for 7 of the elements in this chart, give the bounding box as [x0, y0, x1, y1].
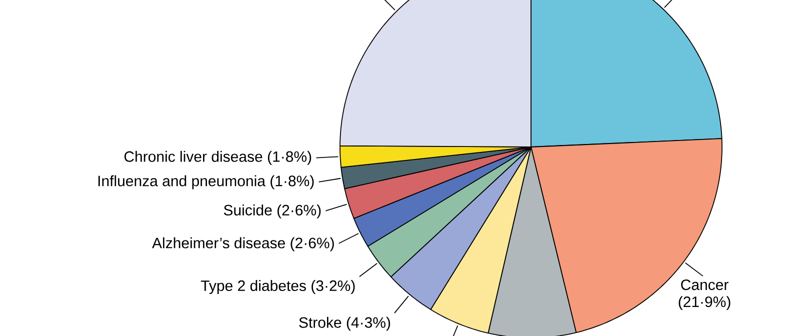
slice-label: Alzheimer’s disease (2·6%) — [152, 237, 334, 252]
slice-label: Type 2 diabetes (3·2%) — [200, 280, 355, 294]
slice-label: Influenza and pneumonia (1·8%) — [98, 175, 314, 190]
slice-label: Chronic liver disease (1·8%) — [124, 150, 312, 165]
slice-label: Suicide (2·6%) — [224, 204, 321, 218]
slice-label: Stroke (4·3%) — [299, 316, 390, 331]
slice-label: Cancer (21·9%) — [678, 279, 730, 310]
